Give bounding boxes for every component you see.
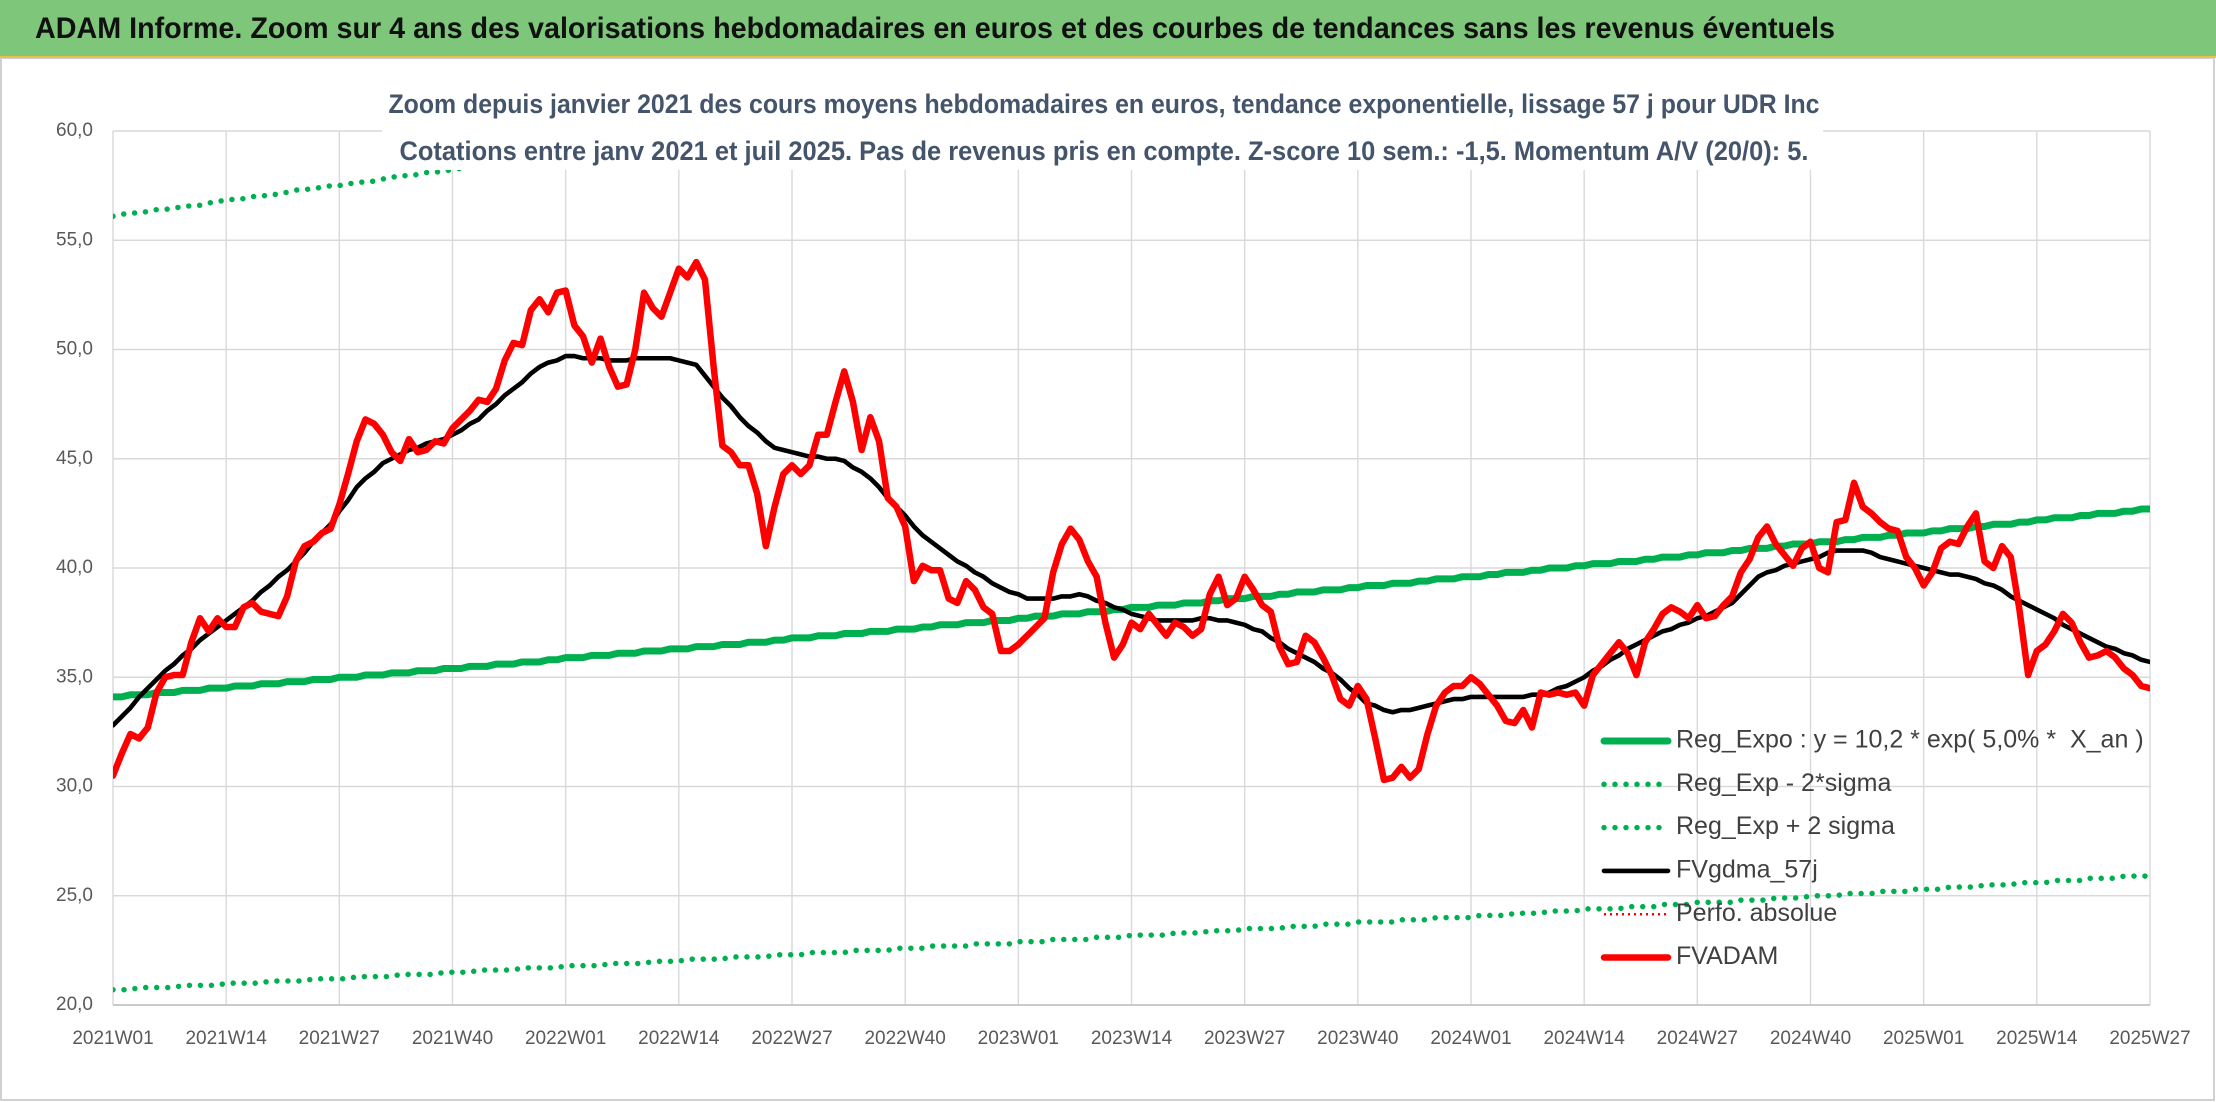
x-tick-label: 2023W27 [1204,1028,1285,1049]
y-tick-label: 50,0 [56,339,93,360]
chart-title: ADAM Informe. Zoom sur 4 ans des valoris… [35,12,1835,45]
x-tick-label: 2025W27 [2109,1028,2190,1049]
y-tick-label: 30,0 [56,776,93,797]
y-tick-label: 60,0 [56,120,93,141]
x-tick-label: 2024W01 [1430,1028,1511,1049]
legend: Reg_Expo : y = 10,2 * exp( 5,0% * X_an )… [1600,726,2144,970]
y-tick-label: 55,0 [56,229,93,250]
x-tick-label: 2022W01 [525,1028,606,1049]
legend-label: Reg_Exp - 2*sigma [1676,769,1891,797]
series-line [113,258,2150,784]
x-tick-label: 2024W14 [1543,1028,1625,1049]
legend-label: Perfo. absolue [1676,899,1837,927]
x-tick-label: 2021W40 [412,1028,493,1049]
x-tick-label: 2021W27 [299,1028,380,1049]
x-tick-label: 2022W14 [638,1028,720,1049]
subtitle-box [382,80,1823,170]
y-tick-label: 20,0 [56,994,93,1015]
y-tick-label: 35,0 [56,666,93,687]
axes: 20,0 25,0 30,0 35,0 40,0 45,0 50,0 55,0 60,0 2021… [56,120,2191,1049]
chart-subtitle: Zoom depuis janvier 2021 des cours moyen… [389,89,1820,119]
y-tick-label: 45,0 [56,448,93,469]
header-bar [0,0,2216,57]
x-tick-label: 2021W14 [185,1028,267,1049]
x-tick-label: 2024W27 [1657,1028,1738,1049]
x-tick-label: 2024W40 [1770,1028,1851,1049]
legend-label: FVADAM [1676,942,1778,970]
legend-label: FVgdma_57j [1676,856,1818,884]
x-tick-label: 2022W27 [751,1028,832,1049]
legend-label: Reg_Exp + 2 sigma [1676,812,1895,840]
x-tick-label: 2021W01 [72,1028,153,1049]
series-line [113,873,2150,993]
chart-subtitle: Cotations entre janv 2021 et juil 2025. … [400,136,1809,166]
x-tick-label: 2023W14 [1091,1028,1173,1049]
x-tick-label: 2025W01 [1883,1028,1964,1049]
x-tick-label: 2025W14 [1996,1028,2078,1049]
grid [112,130,2151,1006]
y-tick-label: 25,0 [56,885,93,906]
x-tick-label: 2023W40 [1317,1028,1398,1049]
plot-area [113,131,2150,993]
x-tick-label: 2023W01 [978,1028,1059,1049]
y-tick-label: 40,0 [56,557,93,578]
x-tick-label: 2022W40 [864,1028,945,1049]
legend-label: Reg_Expo : y = 10,2 * exp( 5,0% * X_an ) [1676,726,2144,754]
